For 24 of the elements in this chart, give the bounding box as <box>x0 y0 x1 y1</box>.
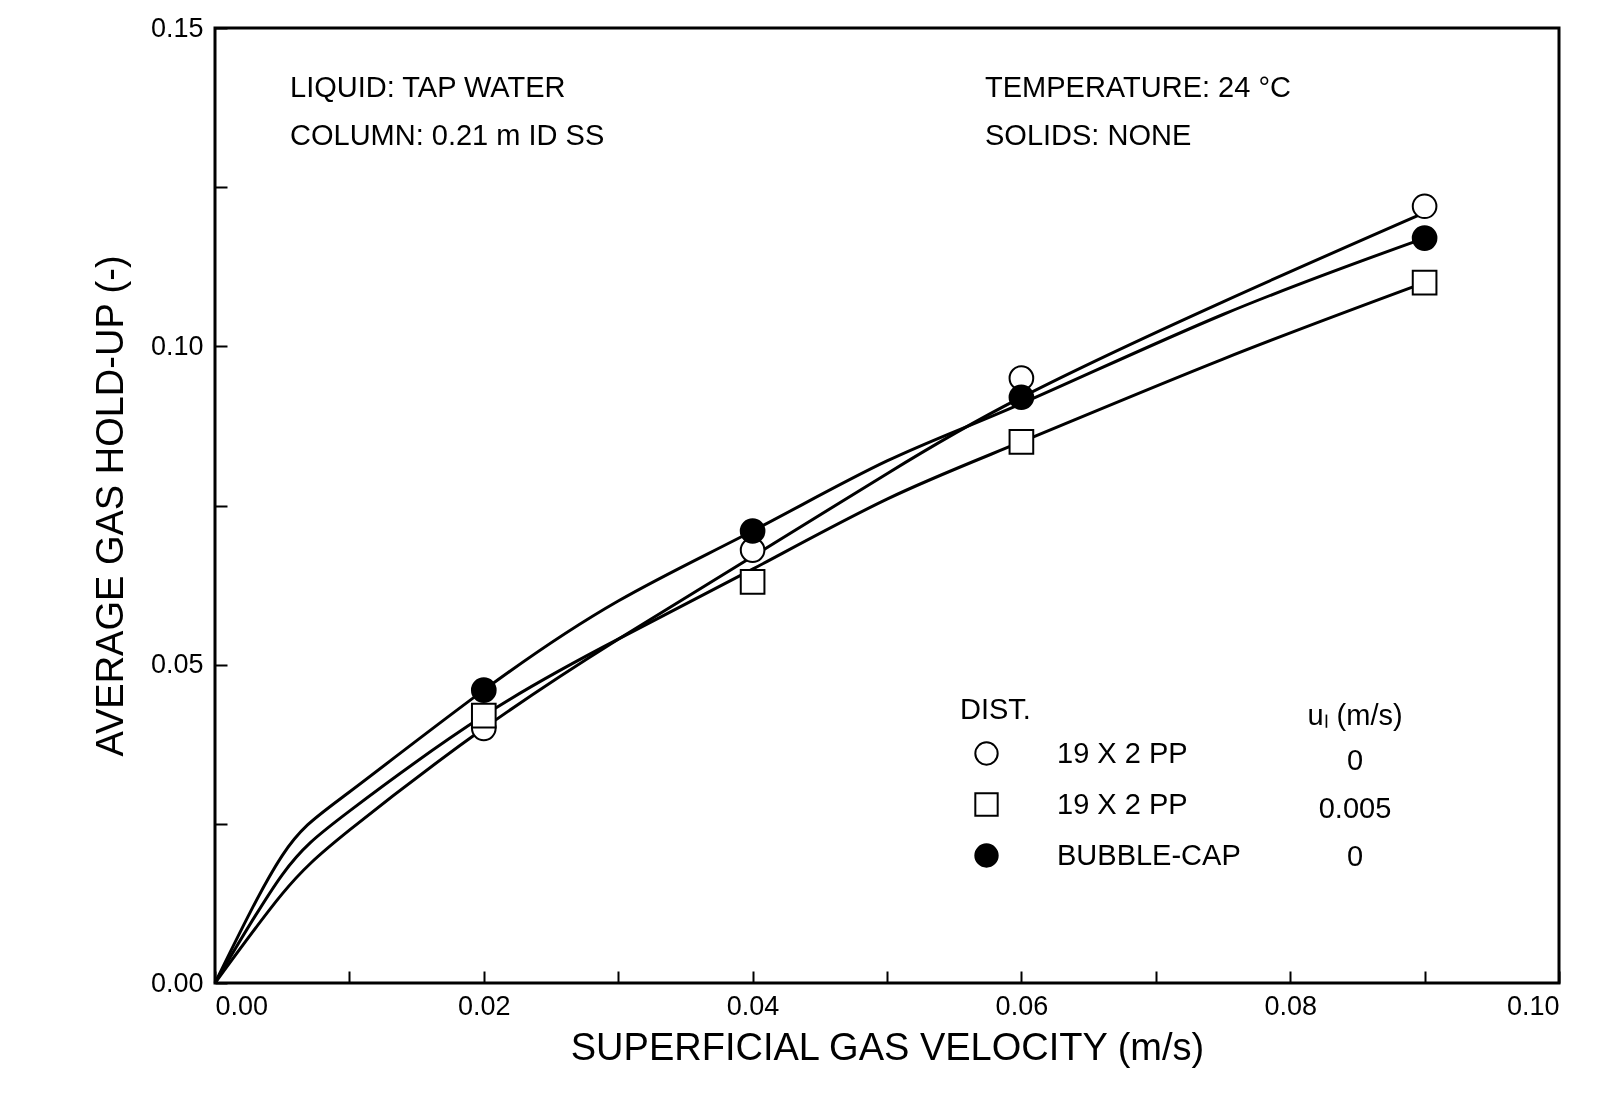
annotation: SOLIDS: NONE <box>985 119 1192 151</box>
x-tick-label: 0.02 <box>458 990 511 1021</box>
annotation: TEMPERATURE: 24 °C <box>985 71 1291 103</box>
legend-label: 19 X 2 PP <box>1057 787 1188 820</box>
y-tick-label: 0.05 <box>150 649 204 680</box>
y-tick-label: 0.00 <box>150 967 204 998</box>
x-tick-label: 0.10 <box>1506 990 1560 1021</box>
annotation: uₗ (m/s) <box>1307 699 1403 731</box>
legend-label: 19 X 2 PP <box>1057 736 1188 769</box>
legend-title: DIST. <box>960 693 1031 725</box>
legend-label: BUBBLE-CAP <box>1057 838 1241 871</box>
annotation: 0 <box>1346 840 1364 872</box>
y-tick-label: 0.10 <box>150 330 204 361</box>
x-axis-title: SUPERFICIAL GAS VELOCITY (m/s) <box>570 1025 1205 1068</box>
x-tick-label: 0.04 <box>726 990 780 1021</box>
x-tick-label: 0.08 <box>1264 990 1317 1021</box>
annotation: COLUMN: 0.21 m ID SS <box>290 119 605 151</box>
x-tick-label: 0.06 <box>995 990 1049 1021</box>
x-tick-label: 0.00 <box>215 990 269 1021</box>
annotation: 0.005 <box>1318 792 1392 824</box>
y-axis-title: AVERAGE GAS HOLD-UP (-) <box>88 255 131 757</box>
annotation: 0 <box>1346 744 1364 776</box>
y-tick-label: 0.15 <box>150 12 204 43</box>
annotation: LIQUID: TAP WATER <box>290 71 566 103</box>
